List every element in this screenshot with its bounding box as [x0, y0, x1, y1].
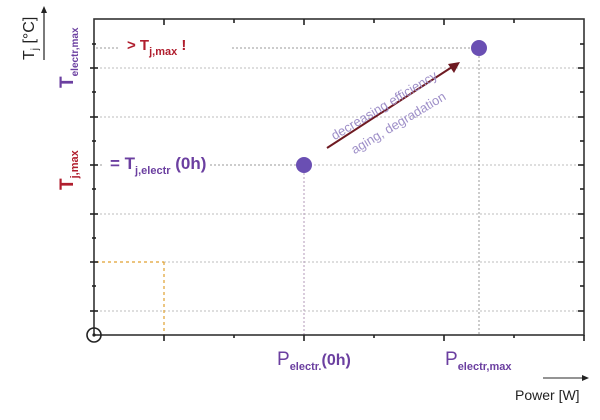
equals-tj-electr-annotation: = Tj,electr (0h) — [110, 155, 206, 177]
x-label-p0-sub: electr. — [289, 361, 322, 373]
eq-sub: j,electr — [135, 165, 171, 177]
gt-prefix: > T — [127, 37, 150, 54]
x-axis-title: Power [W] — [515, 387, 580, 403]
y-label-tjmax-main: T — [57, 178, 78, 190]
data-point-aged — [471, 40, 487, 56]
horizontal-gridlines — [96, 67, 582, 312]
bottom-axis-ticks — [163, 335, 585, 341]
y-axis-title: Tj [°C] — [21, 16, 41, 60]
x-label-p0-main: P — [277, 349, 290, 370]
y-label-telectr-main: T — [57, 76, 78, 88]
x-label-pmax-main: P — [445, 349, 458, 370]
y-label-telectr-max: Telectr,max — [57, 27, 81, 88]
y-label-tjmax-sub: j,max — [69, 150, 81, 179]
left-axis-ticks — [90, 43, 98, 312]
reference-box — [96, 261, 165, 335]
plot-frame — [93, 18, 585, 336]
y-axis-title-main: T — [21, 50, 38, 60]
eq-prefix: = T — [110, 154, 136, 173]
y-label-tjmax: Tj,max — [57, 150, 81, 190]
x-label-pmax-sub: electr,max — [457, 361, 512, 373]
data-point-initial — [296, 157, 312, 173]
x-label-p0-suffix: (0h) — [321, 352, 351, 369]
y-axis-title-unit: [°C] — [21, 16, 38, 44]
right-axis-ticks — [578, 43, 584, 312]
gt-sub: j,max — [149, 46, 178, 58]
degradation-arrow-icon — [326, 62, 460, 149]
gt-suffix: ! — [177, 37, 187, 54]
x-label-p-electr-0h: Pelectr.(0h) — [277, 350, 351, 373]
y-axis-arrow-icon — [41, 6, 47, 60]
origin-marker-icon — [86, 327, 102, 343]
eq-suffix: (0h) — [170, 154, 207, 173]
y-axis-title-sub: j — [30, 47, 41, 51]
top-axis-ticks — [163, 19, 515, 25]
x-axis-arrow-icon — [543, 375, 589, 381]
exceeds-tjmax-annotation: > Tj,max ! — [127, 38, 186, 58]
x-label-p-electr-max: Pelectr,max — [445, 350, 512, 373]
y-label-telectr-sub: electr,max — [70, 27, 81, 77]
